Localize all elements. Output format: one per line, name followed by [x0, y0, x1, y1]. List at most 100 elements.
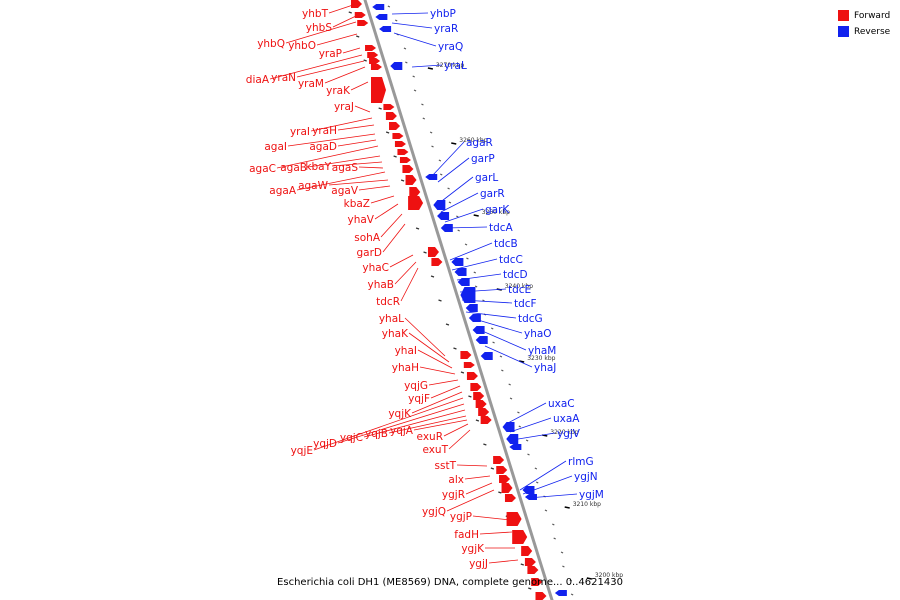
forward-gene-block	[427, 247, 439, 257]
reverse-gene-label: ygjN	[574, 471, 598, 483]
forward-gene-label: agaV	[331, 185, 359, 197]
legend-item-forward: Forward	[838, 8, 898, 23]
minor-dash	[430, 275, 435, 278]
minor-dash	[520, 563, 524, 566]
forward-gene-block	[470, 383, 482, 391]
forward-gene-label: yraI	[290, 126, 310, 138]
forward-gene-block	[473, 392, 485, 400]
minor-dash	[348, 11, 352, 14]
reverse-gene-label: tdcE	[508, 284, 531, 296]
reverse-gene-label: agaR	[466, 137, 493, 149]
reverse-gene-label: tdcA	[489, 222, 514, 234]
minor-dash	[501, 369, 504, 372]
minor-dash	[466, 257, 469, 260]
forward-gene-leader	[350, 81, 369, 91]
forward-gene-leader	[479, 531, 513, 535]
forward-gene-leader	[370, 195, 395, 204]
forward-gene-leader	[358, 185, 391, 191]
reverse-gene-label: yraR	[434, 23, 458, 35]
forward-gene-leader	[331, 161, 383, 167]
scale-tick-label: 3250 kbp	[482, 209, 510, 216]
reverse-gene-block	[480, 352, 493, 360]
minor-dash	[518, 425, 522, 428]
forward-gene-label: garD	[356, 247, 382, 259]
forward-gene-block	[460, 351, 472, 359]
reverse-gene-leader	[527, 493, 578, 499]
reverse-gene-block	[437, 212, 450, 220]
forward-gene-leader	[411, 391, 463, 414]
reverse-gene-leader	[411, 64, 443, 68]
forward-gene-leader	[408, 332, 450, 363]
forward-gene-block	[351, 0, 362, 8]
reverse-gene-leader	[479, 329, 527, 351]
reverse-gene-leader	[393, 32, 437, 47]
forward-gene-block	[408, 196, 424, 210]
reverse-gene-leader	[456, 273, 502, 281]
minor-dash	[534, 467, 538, 470]
minor-dash	[490, 467, 495, 470]
minor-dash	[422, 117, 426, 120]
minor-dash	[527, 453, 530, 456]
forward-gene-leader	[472, 515, 511, 521]
forward-gene-label: tdcR	[376, 296, 400, 308]
minor-dash	[431, 145, 434, 148]
reverse-gene-label: yhbP	[430, 8, 456, 20]
minor-dash	[438, 299, 442, 302]
forward-gene-block	[397, 149, 409, 155]
scale-tick-label: 3210 kbp	[573, 501, 601, 508]
forward-gene-label: sohA	[354, 232, 381, 244]
minor-dash	[421, 103, 424, 106]
reverse-gene-label: yraQ	[438, 41, 463, 53]
reverse-gene-label: garR	[480, 188, 505, 200]
minor-dash	[423, 251, 427, 254]
forward-gene-leader	[400, 267, 419, 302]
forward-gene-label: agaA	[269, 185, 297, 197]
reverse-gene-leader	[449, 242, 493, 261]
forward-gene-label: ygjK	[461, 543, 485, 555]
forward-gene-label: agaD	[309, 141, 337, 153]
minor-dash	[508, 383, 511, 386]
reverse-gene-leader	[509, 417, 552, 433]
forward-gene-block	[383, 104, 395, 110]
reverse-gene-block	[433, 200, 446, 210]
forward-gene-leader	[404, 317, 446, 357]
reverse-gene-leader	[477, 319, 523, 334]
reverse-gene-block	[375, 14, 388, 20]
reverse-gene-leader	[511, 432, 556, 441]
reverse-gene-leader	[391, 12, 429, 15]
minor-dash	[413, 89, 417, 92]
reverse-gene-label: yhaO	[524, 328, 552, 340]
reverse-gene-block	[465, 304, 478, 312]
reverse-gene-block	[372, 4, 385, 10]
forward-gene-block	[369, 58, 381, 64]
reverse-gene-block	[454, 268, 467, 276]
forward-gene-label: yhaV	[348, 214, 375, 226]
reverse-gene-label: yhaM	[528, 345, 556, 357]
forward-gene-block	[370, 77, 386, 103]
minor-dash	[393, 155, 397, 158]
forward-gene-label: yhbQ	[257, 38, 285, 50]
forward-gene-leader	[363, 409, 466, 438]
reverse-gene-leader	[444, 208, 484, 223]
forward-gene-label: agaI	[264, 141, 287, 153]
forward-gene-block	[431, 258, 443, 266]
forward-gene-block	[504, 494, 516, 502]
reverse-gene-leader	[519, 460, 567, 491]
backbone-line	[363, 0, 554, 600]
forward-gene-block	[480, 416, 492, 424]
minor-dash	[553, 537, 556, 540]
legend: Forward Reverse	[838, 8, 898, 40]
reverse-gene-block	[506, 434, 519, 444]
minor-dash	[453, 347, 457, 350]
minor-dash	[438, 159, 442, 162]
scale-tick	[427, 67, 434, 70]
forward-gene-leader	[394, 261, 417, 285]
forward-gene-label: yhbO	[288, 40, 316, 52]
minor-dash	[445, 323, 450, 326]
minor-dash	[552, 523, 555, 526]
minor-dash	[535, 481, 539, 484]
forward-gene-leader	[443, 423, 469, 437]
forward-gene-leader	[324, 66, 366, 84]
minor-dash	[475, 419, 480, 422]
minor-dash	[460, 371, 465, 374]
